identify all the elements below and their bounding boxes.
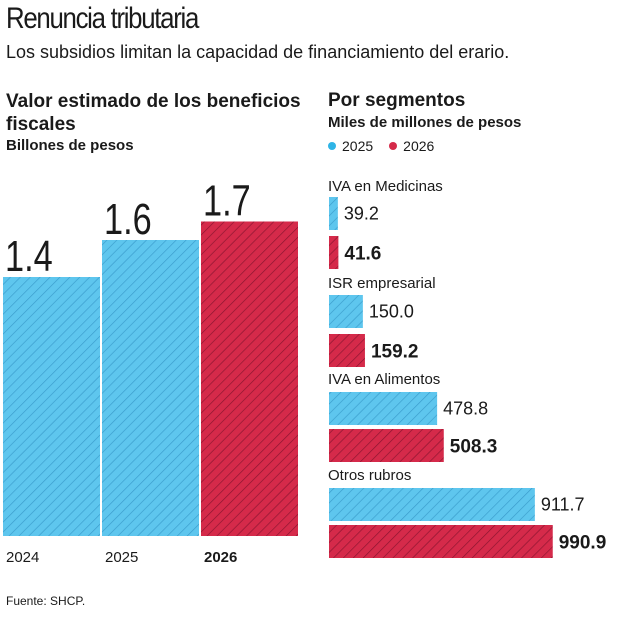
chart-title: Renuncia tributaria	[6, 2, 199, 35]
right-bar-chart: 39.2 41.6 150.0 159.2 478.8 508.3 911.7 990.9	[329, 197, 606, 558]
bar-iva-alimentos-2026	[329, 429, 444, 462]
left-chart-unit: Billones de pesos	[6, 137, 134, 154]
bar-isr-empresarial-2025	[329, 295, 363, 328]
bar-value-label-2026: 1.7	[203, 176, 251, 225]
chart-subtitle: Los subsidios limitan la capacidad de fi…	[6, 42, 510, 62]
bar-value-label-2025: 1.6	[104, 195, 152, 244]
value-label-iva-medicinas-2026: 41.6	[344, 244, 381, 265]
bar-2024	[3, 277, 100, 536]
bar-iva-alimentos-2025	[329, 392, 438, 425]
value-label-iva-alimentos-2025: 478.8	[443, 399, 488, 419]
value-label-otros-rubros-2025: 911.7	[541, 495, 585, 515]
bar-isr-empresarial-2026	[329, 334, 365, 367]
segment-label-otros-rubros: Otros rubros	[328, 467, 412, 484]
right-chart-title: Por segmentos	[328, 90, 466, 111]
legend-item-2026: 2026	[389, 138, 434, 154]
legend-swatch-2025	[328, 142, 336, 150]
value-label-isr-empresarial-2025: 150.0	[369, 302, 414, 322]
value-label-iva-alimentos-2026: 508.3	[450, 437, 498, 458]
value-label-isr-empresarial-2026: 159.2	[371, 342, 419, 363]
right-chart-unit: Miles de millones de pesos	[328, 114, 522, 131]
bar-2026	[201, 221, 298, 536]
value-label-iva-medicinas-2025: 39.2	[344, 204, 379, 224]
legend: 2025 2026	[328, 138, 450, 154]
segment-label-iva-medicinas: IVA en Medicinas	[328, 178, 443, 195]
legend-label-2026: 2026	[403, 138, 435, 154]
segment-label-iva-alimentos: IVA en Alimentos	[328, 371, 441, 388]
left-bar-chart: 1.4 2024 1.6 2025 1.7 2026	[3, 176, 298, 566]
legend-swatch-2026	[389, 142, 398, 150]
x-tick-label-2026: 2026	[204, 549, 237, 566]
bar-otros-rubros-2025	[329, 488, 535, 521]
segment-label-isr-empresarial: ISR empresarial	[328, 275, 436, 292]
source-note: Fuente: SHCP.	[6, 594, 86, 608]
x-tick-label-2025: 2025	[105, 549, 138, 566]
value-label-otros-rubros-2026: 990.9	[559, 533, 607, 554]
legend-label-2025: 2025	[342, 138, 374, 154]
bar-2025	[102, 240, 199, 536]
bar-iva-medicinas-2026	[329, 236, 339, 269]
bar-iva-medicinas-2025	[329, 197, 338, 230]
x-tick-label-2024: 2024	[6, 549, 39, 566]
left-chart-title: Valor estimado de los beneficios fiscale…	[6, 91, 301, 135]
bar-otros-rubros-2026	[329, 525, 553, 558]
legend-item-2025: 2025	[328, 138, 373, 154]
bar-value-label-2024: 1.4	[5, 232, 53, 281]
